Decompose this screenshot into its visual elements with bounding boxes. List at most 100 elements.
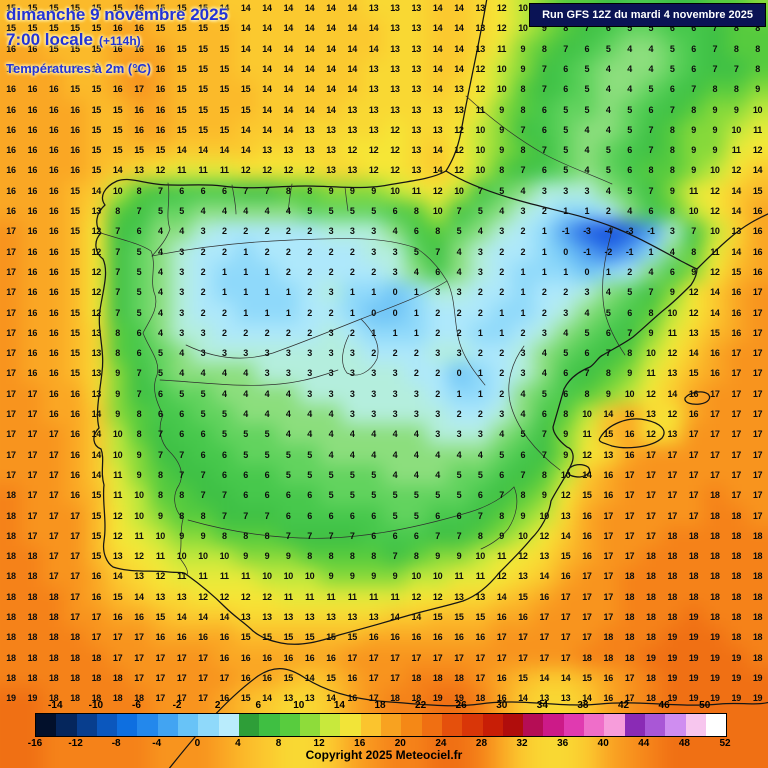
temp-value: 4 (499, 429, 504, 440)
temp-value: 0 (371, 307, 376, 318)
temp-value: 16 (176, 632, 187, 643)
temp-value: 16 (70, 449, 80, 460)
temp-value: 4 (179, 348, 184, 359)
temp-value: 6 (499, 469, 504, 480)
temp-value: 8 (115, 348, 120, 359)
field-cell (213, 79, 236, 100)
temp-value: 6 (307, 510, 312, 521)
temp-value: 13 (368, 3, 379, 13)
field-cell (725, 200, 748, 222)
temp-value: 16 (304, 652, 315, 663)
temp-value: 17 (6, 246, 16, 257)
temp-value: 15 (240, 632, 251, 643)
temp-value: 16 (155, 124, 166, 135)
temp-value: 14 (262, 84, 272, 95)
temp-value: 6 (200, 429, 206, 440)
temp-value: 2 (520, 327, 526, 338)
temp-value: 16 (603, 672, 614, 683)
temp-value: 17 (752, 348, 763, 359)
temp-value: 14 (304, 84, 315, 95)
temp-value: 17 (646, 530, 656, 541)
temp-value: 14 (283, 84, 294, 95)
temp-value: 17 (752, 449, 763, 460)
temp-value: 10 (475, 551, 486, 562)
temp-value: 17 (134, 632, 144, 643)
field-cell (512, 58, 534, 80)
temp-value: 5 (349, 206, 355, 216)
temp-value: 3 (435, 348, 440, 359)
temp-value: 7 (691, 226, 696, 237)
field-cell (576, 99, 598, 120)
temp-value: 12 (283, 165, 294, 176)
temp-value: 5 (477, 469, 483, 480)
field-cell (618, 99, 641, 120)
temp-value: 3 (179, 287, 184, 298)
temp-value: 19 (6, 693, 16, 704)
temp-value: 12 (262, 165, 272, 176)
temp-value: 16 (539, 591, 550, 602)
temp-value: 12 (731, 165, 742, 176)
temp-value: 16 (219, 632, 230, 643)
temp-value: 10 (304, 571, 315, 582)
temp-value: 16 (198, 632, 208, 643)
field-cell (21, 38, 44, 60)
temp-value: 16 (27, 287, 38, 298)
temp-value: 18 (27, 612, 38, 622)
temp-value: 16 (731, 307, 742, 318)
field-cell (149, 119, 172, 141)
temp-value: 4 (605, 124, 611, 135)
field-cell (213, 38, 236, 60)
temp-value: 13 (411, 43, 422, 54)
temp-value: 7 (264, 185, 270, 196)
field-cell (0, 241, 22, 263)
field-cell (106, 58, 129, 80)
temp-value: 9 (691, 145, 696, 156)
field-cell (256, 38, 278, 60)
temp-value: 4 (307, 409, 312, 419)
field-cell (554, 58, 577, 80)
temp-value: 3 (584, 287, 590, 298)
temp-value: 14 (710, 307, 720, 318)
temp-value: 2 (221, 327, 227, 338)
temp-value: 1 (413, 307, 419, 318)
scale-segment (462, 714, 483, 736)
temp-value: 5 (627, 287, 632, 298)
temp-value: 18 (112, 672, 123, 683)
temp-value: 1 (563, 266, 568, 277)
temp-value: 15 (198, 104, 208, 115)
field-cell (0, 160, 22, 181)
temp-value: 9 (371, 571, 376, 582)
temp-value: 16 (48, 185, 59, 196)
temp-value: 18 (48, 652, 59, 663)
temp-value: 12 (539, 530, 550, 541)
temp-value: 15 (91, 551, 102, 562)
temp-value: 3 (285, 348, 291, 359)
field-cell (384, 79, 406, 100)
field-cell (640, 221, 662, 242)
color-scale-legend: -14 -10 -6 -2 2 6 10 14 18 22 26 30 34 38 42 46 50 -16 -1… (28, 700, 731, 750)
temp-value: 10 (688, 206, 699, 216)
temp-value: 9 (136, 449, 142, 460)
temp-value: 5 (136, 287, 142, 298)
color-scale-bar (35, 713, 727, 737)
field-cell (746, 99, 768, 120)
temp-value: 15 (176, 124, 187, 135)
temp-value: 2 (563, 287, 568, 298)
temp-value: 12 (646, 429, 656, 440)
temp-value: 15 (91, 145, 102, 156)
temp-value: 6 (477, 490, 483, 501)
temp-value: 5 (328, 206, 334, 216)
temp-value: 18 (411, 672, 422, 683)
temp-value: 11 (198, 165, 208, 176)
temp-value: 17 (752, 490, 763, 501)
temp-value: 12 (496, 23, 507, 34)
temp-value: 5 (584, 104, 590, 115)
field-cell (618, 58, 641, 80)
field-cell (256, 160, 278, 181)
temp-value: 9 (371, 185, 376, 196)
temp-value: 14 (240, 124, 251, 135)
temp-value: 13 (475, 43, 486, 54)
temp-value: 4 (264, 409, 270, 419)
temp-value: 18 (6, 652, 16, 663)
temp-value: 7 (115, 266, 120, 277)
